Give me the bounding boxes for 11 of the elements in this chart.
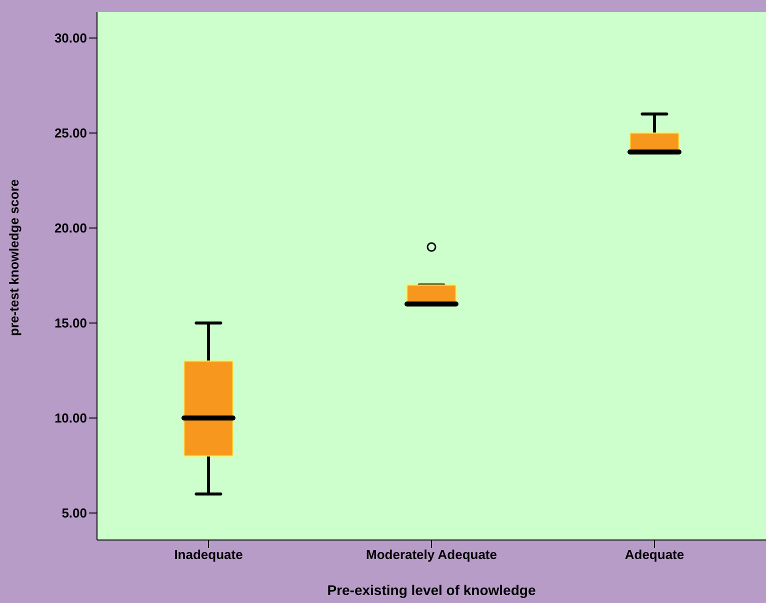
y-axis-title: pre-test knowledge score	[6, 179, 22, 336]
y-tick-label: 15.00	[54, 316, 87, 331]
x-axis-title: Pre-existing level of knowledge	[327, 582, 536, 598]
x-tick-label: Moderately Adequate	[366, 547, 497, 562]
y-tick-label: 30.00	[54, 30, 87, 46]
y-tick-label: 10.00	[54, 410, 87, 426]
y-tick-label: 25.00	[54, 126, 87, 141]
y-tick-label: 20.00	[54, 220, 87, 236]
y-tick-label: 5.00	[62, 506, 87, 521]
x-tick-label: Inadequate	[174, 547, 243, 562]
x-tick-label: Adequate	[624, 547, 684, 562]
